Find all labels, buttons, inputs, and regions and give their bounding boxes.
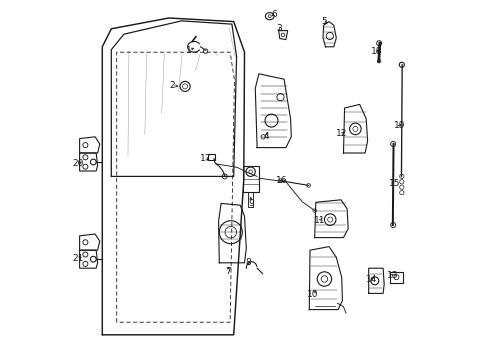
Text: 21: 21 xyxy=(72,254,84,263)
Text: 6: 6 xyxy=(271,10,277,19)
Bar xyxy=(207,154,215,160)
Text: 8: 8 xyxy=(244,258,250,266)
Text: 1: 1 xyxy=(185,46,191,55)
Text: 16: 16 xyxy=(276,176,287,185)
Text: 12: 12 xyxy=(335,129,346,138)
Text: 10: 10 xyxy=(306,290,318,299)
Text: 2: 2 xyxy=(169,81,174,90)
Text: 11: 11 xyxy=(314,216,325,225)
Bar xyxy=(248,192,252,207)
Text: 17: 17 xyxy=(200,154,211,163)
Text: 18: 18 xyxy=(370,46,382,55)
Text: 3: 3 xyxy=(275,24,281,33)
Text: 4: 4 xyxy=(263,132,268,141)
Text: 19: 19 xyxy=(393,122,404,130)
Text: 9: 9 xyxy=(247,199,253,208)
Text: 15: 15 xyxy=(388,179,400,188)
Text: 5: 5 xyxy=(320,17,326,26)
Text: 20: 20 xyxy=(72,159,84,168)
Text: 7: 7 xyxy=(225,267,231,276)
Text: 14: 14 xyxy=(365,274,376,284)
Text: 13: 13 xyxy=(386,271,398,280)
Bar xyxy=(242,166,258,192)
